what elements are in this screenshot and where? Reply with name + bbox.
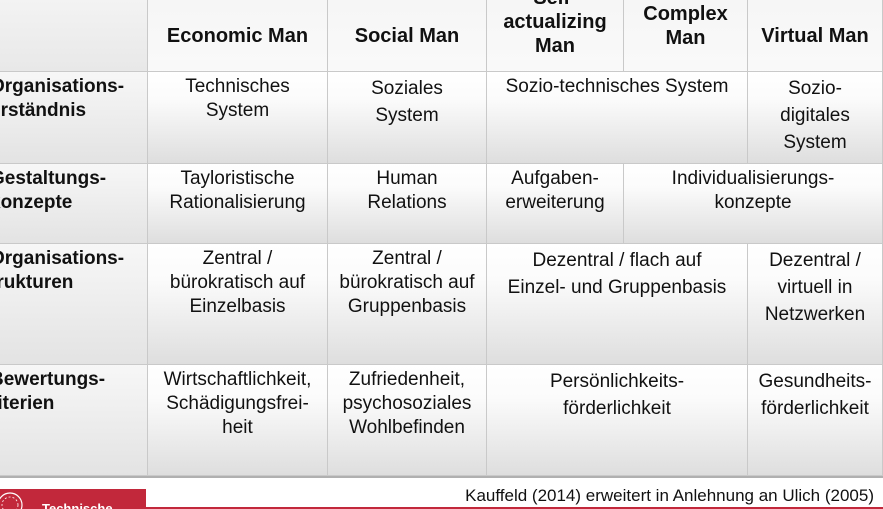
row-label-organisationsverstaendnis: Organisations-erständnis: [0, 72, 148, 164]
table-cell: Wirtschaftlichkeit, Schädigungsfrei-heit: [148, 365, 328, 476]
row-label-gestaltungskonzepte: Gestaltungs-konzepte: [0, 164, 148, 244]
comparison-table: Economic Man Social Man Self- actualizin…: [0, 0, 883, 476]
table-cell: Zentral / bürokratisch auf Einzelbasis: [148, 244, 328, 365]
table-cell: Human Relations: [328, 164, 487, 244]
table-cell: Persönlichkeits-förderlichkeit: [487, 365, 748, 476]
seal-icon: [0, 492, 23, 509]
table-cell: Aufgaben-erweiterung: [487, 164, 624, 244]
column-header-virtual-man: Virtual Man: [748, 0, 883, 72]
table-cell: Tayloristische Rationalisierung: [148, 164, 328, 244]
table-cell: Zufriedenheit, psychosoziales Wohlbefinden: [328, 365, 487, 476]
table-corner: [0, 0, 148, 72]
university-logo: Technische: [0, 489, 146, 509]
column-header-complex-man: Complex Man: [624, 0, 748, 72]
table-cell: Sozio-digitales System: [748, 72, 883, 164]
table-cell: Zentral / bürokratisch auf Gruppenbasis: [328, 244, 487, 365]
table-cell: Sozio-technisches System: [487, 72, 748, 164]
footer-divider: [0, 476, 883, 478]
row-label-bewertungskriterien: Bewertungs-riterien: [0, 365, 148, 476]
source-citation: Kauffeld (2014) erweitert in Anlehnung a…: [465, 486, 874, 505]
logo-wordmark: Technische: [42, 501, 113, 509]
table-cell: Dezentral / virtuell in Netzwerken: [748, 244, 883, 365]
table-cell: Individualisierungs-konzepte: [624, 164, 883, 244]
table-cell: Gesundheits-förderlichkeit: [748, 365, 883, 476]
column-header-self-actualizing-man: Self- actualizing Man: [487, 0, 624, 72]
table-cell: Technisches System: [148, 72, 328, 164]
row-label-organisationsstrukturen: Organisations-trukturen: [0, 244, 148, 365]
footer-accent-line: [146, 507, 883, 509]
table-cell: Dezentral / flach auf Einzel- und Gruppen…: [487, 244, 748, 365]
column-header-economic-man: Economic Man: [148, 0, 328, 72]
column-header-social-man: Social Man: [328, 0, 487, 72]
table-cell: Soziales System: [328, 72, 487, 164]
